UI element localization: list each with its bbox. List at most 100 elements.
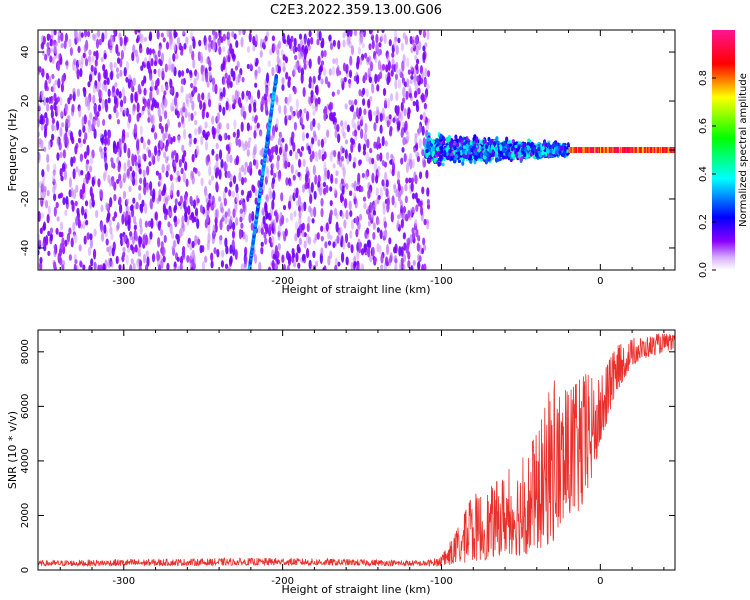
spectrogram-cell: [353, 111, 357, 120]
spectrogram-cell: [171, 63, 175, 72]
spectrogram-cell: [219, 219, 223, 231]
spectrogram-cell: [208, 59, 212, 68]
spectrogram-cell: [122, 172, 127, 183]
spectrogram-cell: [393, 246, 397, 254]
spectrogram-cell: [422, 51, 426, 61]
spectrogram-cell: [144, 203, 148, 214]
spectrogram-cell: [453, 146, 457, 150]
spectrogram-cell: [369, 254, 373, 263]
spectrogram-cell: [350, 262, 354, 270]
spectrogram-cell: [229, 81, 233, 89]
spectrogram-cell: [98, 38, 102, 46]
spectrogram-cell: [150, 79, 155, 91]
spectrogram-cell: [177, 175, 181, 183]
spectrogram-cell: [278, 146, 283, 156]
spectrogram-cell: [215, 153, 219, 162]
spectrogram-cell: [317, 74, 321, 81]
spectrogram-cell: [79, 261, 83, 268]
spectrogram-cell: [194, 119, 198, 126]
spectrogram-cell: [211, 41, 215, 51]
spectrogram-cell: [105, 238, 109, 246]
spectrogram-cell: [237, 96, 242, 107]
spectrogram-cell: [542, 154, 546, 158]
spectrogram-cell: [59, 127, 63, 137]
spectrogram-cell: [356, 55, 360, 66]
spectrogram-cell: [165, 83, 169, 91]
spectrogram-cell: [186, 255, 190, 263]
spectrogram-cell: [431, 146, 435, 152]
spectrogram-cell: [125, 132, 130, 139]
spectrogram-cell: [265, 31, 270, 38]
spectrogram-cell: [49, 47, 53, 53]
spectrogram-cell: [401, 62, 405, 73]
spectrogram-cell: [426, 203, 431, 210]
spectrogram-cell: [483, 151, 488, 157]
spectrogram-cell: [143, 56, 148, 66]
spectrogram-cell: [125, 76, 129, 83]
colorbar-gradient: [712, 30, 735, 270]
spectrogram-cell: [369, 95, 373, 102]
spectrogram-cell: [232, 103, 236, 110]
spectrogram-cell: [241, 105, 246, 112]
spectrogram-cell: [312, 130, 317, 138]
spectrogram-cell: [75, 166, 79, 173]
spectrogram-cell: [43, 96, 47, 107]
spectrogram-cell: [158, 172, 162, 181]
spectrogram-cell: [453, 141, 457, 146]
spectrogram-cell: [275, 94, 279, 103]
spectrogram-cell: [384, 171, 388, 182]
spectrogram-cell: [376, 136, 381, 145]
spectrogram-cell: [441, 162, 445, 167]
spectrogram-cell: [329, 250, 333, 260]
spectrogram-cell: [92, 248, 97, 260]
spectrogram-cell: [113, 105, 117, 114]
spectrogram-cell: [400, 246, 404, 258]
spectrogram-cell: [239, 208, 243, 217]
spectrogram-cell: [273, 172, 277, 178]
spectrogram-cell: [104, 69, 108, 80]
spectrogram-cell: [272, 219, 276, 230]
spectrogram-cell: [148, 161, 152, 167]
spectrogram-cell: [523, 147, 527, 153]
spectrogram-cell: [148, 31, 153, 42]
spectrogram-cell: [280, 49, 284, 56]
spectrogram-cell: [308, 58, 312, 69]
spectrogram-cell: [367, 220, 372, 227]
spectrogram-cell: [363, 52, 368, 59]
spectrogram-cell: [184, 161, 188, 172]
spectrogram-cell: [190, 82, 194, 89]
spectrogram-cell: [411, 42, 415, 49]
spectrogram-cell: [182, 128, 187, 140]
spectrogram-cell: [359, 36, 363, 43]
spectrogram-cell: [221, 249, 225, 258]
spectrogram-cell: [112, 85, 116, 93]
spectrogram-cell: [240, 222, 244, 229]
spectrogram-cell: [125, 210, 129, 222]
spectrogram-cell: [265, 193, 270, 203]
spectrogram-cell: [190, 211, 195, 219]
spectrogram-cell: [56, 152, 60, 161]
spectrogram-cell: [164, 197, 169, 206]
spectrogram-cell: [344, 120, 348, 130]
spectrogram-cell: [300, 116, 304, 124]
spectrogram-cell: [418, 171, 423, 180]
spectrogram-cell: [243, 110, 247, 121]
x-tick-label: -100: [430, 276, 453, 287]
spectrogram-cell: [85, 219, 89, 226]
spectrogram-cell: [127, 221, 131, 232]
spectrogram-cell: [153, 60, 158, 67]
spectrogram-cell: [240, 189, 245, 196]
spectrogram-cell: [184, 214, 188, 223]
spectrogram-cell: [387, 60, 391, 71]
spectrogram-cell: [394, 79, 398, 90]
spectrogram-cell: [270, 168, 274, 176]
spectrogram-cell: [454, 134, 458, 140]
spectrogram-cell: [402, 137, 406, 146]
spectrogram-cell: [407, 210, 411, 219]
spectrogram-cell: [141, 79, 145, 87]
spectrogram-cell: [77, 45, 81, 54]
spectrogram-cell: [484, 144, 488, 149]
y-tick-label: 20: [20, 95, 31, 108]
spectrogram-cell: [181, 144, 185, 153]
spectrogram-cell: [151, 48, 155, 54]
